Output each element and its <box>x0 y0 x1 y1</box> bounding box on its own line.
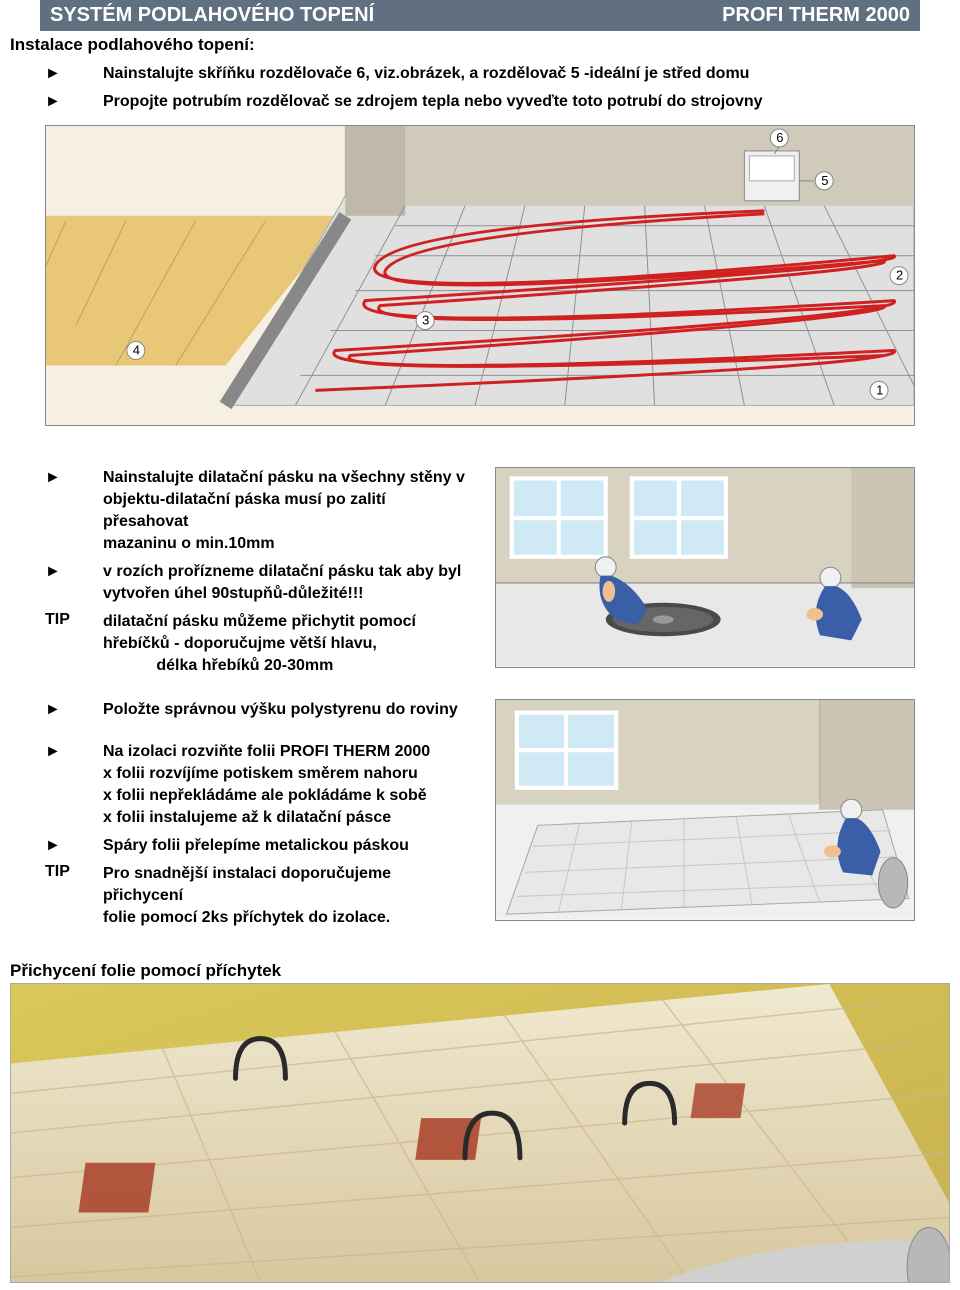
block3-bullet1: Položte správnou výšku polystyrenu do ro… <box>103 699 458 721</box>
block-2: ► Nainstalujte dilatační pásku na všechn… <box>0 467 960 683</box>
photo-clips <box>10 983 950 1283</box>
block3-bullet3: Spáry folii přelepíme metalickou páskou <box>103 835 409 857</box>
footer-heading: Přichycení folie pomocí příchytek <box>0 951 960 983</box>
diagram-floor-layout: 1 2 3 4 5 6 <box>45 125 915 426</box>
block3-tip: Pro snadnější instalaci doporučujeme při… <box>103 863 465 929</box>
header-bar: SYSTÉM PODLAHOVÉHO TOPENÍ PROFI THERM 20… <box>40 0 920 31</box>
diagram-worker-foil <box>495 699 915 920</box>
page-subtitle: Instalace podlahového topení: <box>0 33 960 63</box>
intro-bullet-2: Propojte potrubím rozdělovač se zdrojem … <box>103 91 763 113</box>
block3-bullet2: Na izolaci rozviňte folii PROFI THERM 20… <box>103 741 430 829</box>
intro-bullet-1: Nainstalujte skříňku rozdělovače 6, viz.… <box>103 63 749 85</box>
svg-text:6: 6 <box>776 130 783 145</box>
svg-text:2: 2 <box>896 268 903 283</box>
bullet-icon: ► <box>45 699 75 721</box>
tip-label: TIP <box>45 611 75 677</box>
diagram-workers-tape <box>495 467 915 668</box>
bullet-icon: ► <box>45 835 75 857</box>
block2-tip: dilatační pásku můžeme přichytit pomocí … <box>103 611 416 677</box>
bullet-icon: ► <box>45 63 75 85</box>
svg-text:4: 4 <box>133 342 140 357</box>
svg-text:1: 1 <box>876 382 883 397</box>
intro-bullets: ► Nainstalujte skříňku rozdělovače 6, vi… <box>0 63 960 113</box>
bullet-icon: ► <box>45 91 75 113</box>
tip-label: TIP <box>45 863 75 929</box>
header-left: SYSTÉM PODLAHOVÉHO TOPENÍ <box>50 4 374 27</box>
bullet-icon: ► <box>45 467 75 555</box>
svg-text:5: 5 <box>821 173 828 188</box>
block2-bullet1: Nainstalujte dilatační pásku na všechny … <box>103 467 465 555</box>
bullet-icon: ► <box>45 741 75 829</box>
svg-text:3: 3 <box>422 313 429 328</box>
block2-bullet2: v rozích prořízneme dilatační pásku tak … <box>103 561 461 605</box>
block-3: ► Položte správnou výšku polystyrenu do … <box>0 699 960 935</box>
header-right: PROFI THERM 2000 <box>722 4 910 27</box>
bullet-icon: ► <box>45 561 75 605</box>
